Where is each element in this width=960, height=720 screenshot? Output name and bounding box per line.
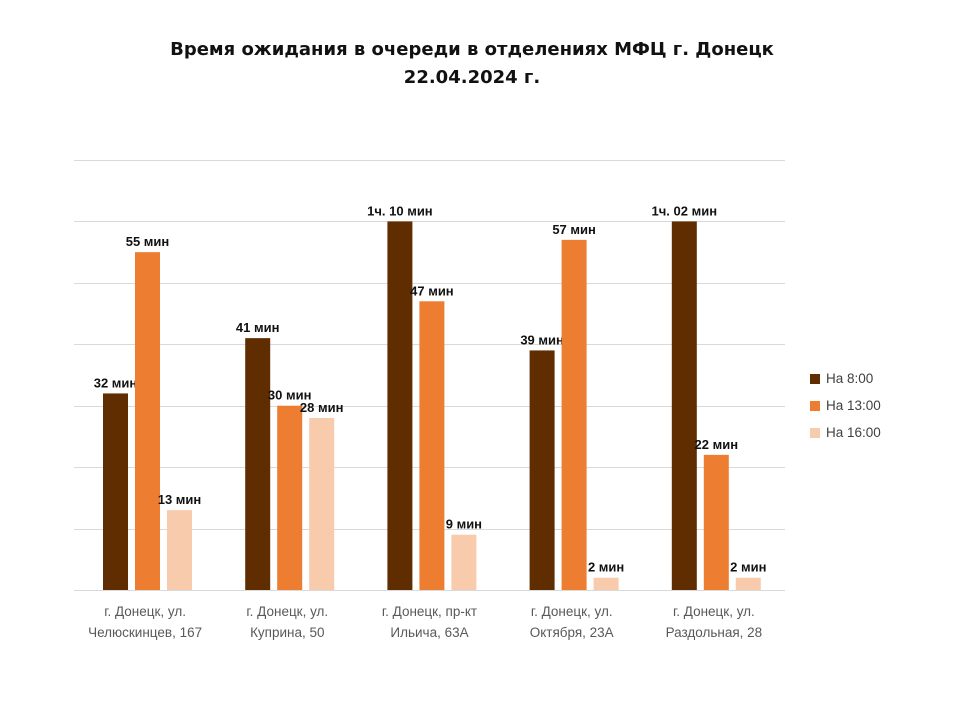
bar <box>561 239 587 590</box>
x-tick-label: г. Донецк, ул. <box>673 604 755 619</box>
data-label: 1ч. 10 мин <box>367 203 433 218</box>
bar <box>167 510 192 590</box>
legend-label-series-2: На 13:00 <box>826 398 881 413</box>
bar <box>735 577 761 590</box>
data-label: 47 мин <box>410 283 454 298</box>
x-tick-label: Куприна, 50 <box>250 625 324 640</box>
data-label: 2 мин <box>588 560 624 575</box>
legend-swatch-series-1 <box>810 373 820 384</box>
data-label: 13 мин <box>158 492 202 507</box>
legend-swatch-series-2 <box>810 400 820 411</box>
bar-group-1: 32 мин 55 мин 13 мин г. Донецк, ул. Челюскин… <box>88 234 202 640</box>
bar <box>419 301 445 590</box>
data-label: 57 мин <box>552 222 596 237</box>
bar <box>671 221 697 590</box>
data-label: 28 мин <box>300 400 344 415</box>
bar <box>309 418 335 590</box>
data-label: 41 мин <box>236 320 280 335</box>
x-tick-label: г. Донецк, ул. <box>531 604 613 619</box>
data-label: 22 мин <box>695 437 739 452</box>
gridlines <box>74 160 785 530</box>
x-tick-label: г. Донецк, ул. <box>246 604 328 619</box>
x-tick-label: Октября, 23А <box>530 625 614 640</box>
legend-item-series-2: На 13:00 <box>810 392 881 419</box>
x-tick-label: г. Донецк, ул. <box>104 604 186 619</box>
data-label: 39 мин <box>520 332 564 347</box>
bar <box>135 252 160 590</box>
x-tick-label: Челюскинцев, 167 <box>88 625 202 640</box>
x-tick-label: Раздольная, 28 <box>666 625 763 640</box>
bar <box>103 393 128 590</box>
data-label: 55 мин <box>126 234 170 249</box>
data-label: 30 мин <box>268 388 312 403</box>
bar <box>703 454 729 590</box>
bar <box>387 221 413 590</box>
bar-group-4: 39 мин 57 мин 2 мин г. Донецк, ул. Октября, … <box>520 222 624 640</box>
legend-label-series-1: На 8:00 <box>826 371 874 386</box>
bar-group-3: 1ч. 10 мин 47 мин 9 мин г. Донецк, пр-кт Иль… <box>367 203 482 640</box>
bar <box>245 338 271 590</box>
bar <box>277 405 303 590</box>
chart-title-line-1: Время ожидания в очереди в отделениях МФ… <box>170 39 774 60</box>
legend-swatch-series-3 <box>810 427 820 438</box>
legend: На 8:00 На 13:00 На 16:00 <box>810 365 881 446</box>
data-label: 1ч. 02 мин <box>652 203 718 218</box>
chart-title: Время ожидания в очереди в отделениях МФ… <box>0 36 944 92</box>
chart-title-line-2: 22.04.2024 г. <box>403 67 541 88</box>
bar <box>451 534 477 590</box>
x-tick-label: г. Донецк, пр-кт <box>382 604 477 619</box>
data-label: 32 мин <box>94 375 138 390</box>
bar <box>529 350 555 590</box>
legend-item-series-1: На 8:00 <box>810 365 881 392</box>
legend-label-series-3: На 16:00 <box>826 425 881 440</box>
data-label: 9 мин <box>446 517 482 532</box>
data-label: 2 мин <box>730 560 766 575</box>
x-tick-label: Ильича, 63А <box>390 625 468 640</box>
bar-group-5: 1ч. 02 мин 22 мин 2 мин г. Донецк, ул. Раздо… <box>652 203 767 640</box>
legend-item-series-3: На 16:00 <box>810 419 881 446</box>
bar <box>593 577 619 590</box>
